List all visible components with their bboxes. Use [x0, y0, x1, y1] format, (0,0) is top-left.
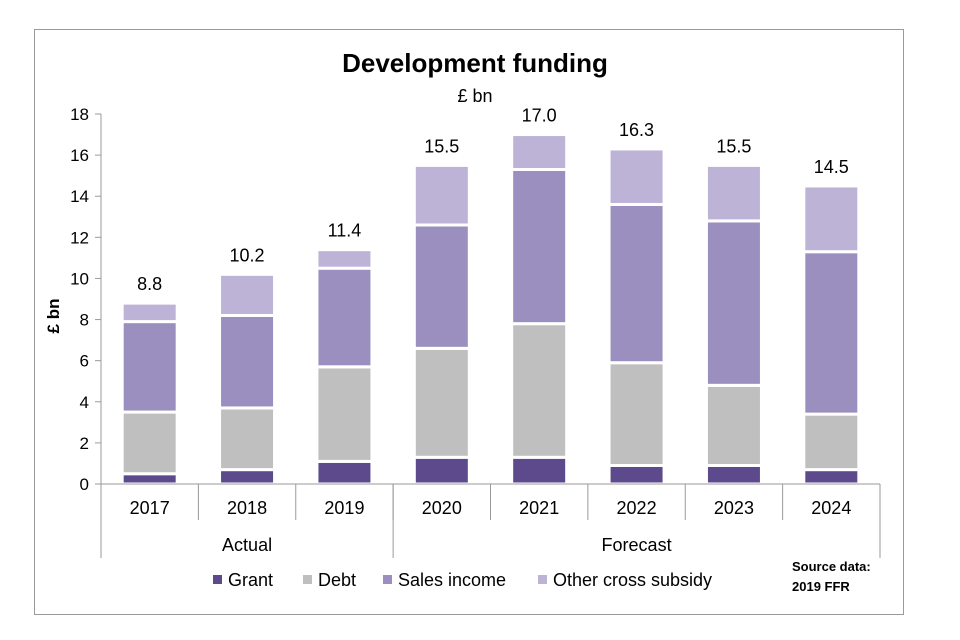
legend-swatch: [383, 575, 392, 584]
y-tick-label: 14: [70, 187, 89, 206]
y-tick-label: 10: [70, 269, 89, 288]
y-tick-label: 0: [80, 475, 89, 494]
bar-segment-grant: [315, 459, 374, 486]
bar-segment-other-cross-subsidy: [120, 301, 179, 324]
bar-segment-grant: [704, 464, 763, 486]
x-tick-label: 2024: [811, 498, 851, 518]
bar-segment-grant: [607, 464, 666, 486]
bar-segment-grant: [510, 455, 569, 486]
bar-segment-sales-income: [412, 223, 471, 350]
y-tick-label: 8: [80, 311, 89, 330]
group-label: Forecast: [602, 535, 672, 555]
y-tick-label: 4: [80, 393, 89, 412]
y-tick-label: 18: [70, 105, 89, 124]
legend-swatch: [538, 575, 547, 584]
source-note-line2: 2019 FFR: [792, 579, 850, 594]
bar-segment-sales-income: [218, 313, 277, 410]
x-tick-label: 2018: [227, 498, 267, 518]
chart-title: Development funding: [342, 48, 608, 78]
bar-segment-other-cross-subsidy: [510, 133, 569, 171]
legend: Grant Debt Sales income Other cross subsidy: [213, 570, 712, 590]
bar-segment-debt: [218, 406, 277, 472]
bar-segment-other-cross-subsidy: [218, 272, 277, 317]
x-tick-label: 2019: [324, 498, 364, 518]
bar-segment-sales-income: [607, 202, 666, 365]
bar-segment-debt: [704, 383, 763, 468]
legend-label: Other cross subsidy: [553, 570, 712, 590]
bar-segment-debt: [315, 365, 374, 463]
group-label: Actual: [222, 535, 272, 555]
bar-total-label: 14.5: [814, 157, 849, 177]
bar-segment-sales-income: [120, 320, 179, 414]
bar-total-label: 16.3: [619, 120, 654, 140]
bar-segment-other-cross-subsidy: [704, 163, 763, 223]
y-axis-label: £ bn: [44, 299, 63, 334]
bars: 8.8 10.2 11.4 15.5 17.0 16.3 15.5 14.5: [120, 106, 861, 486]
bar-segment-grant: [802, 468, 861, 486]
development-funding-chart: Development funding £ bn £ bn 0 2 4 6 8 10 12 1…: [44, 48, 881, 594]
x-axis: 2017 2018 2019 2020 2021 2022 2023 2024 Actual Fo…: [100, 483, 881, 558]
bar-segment-sales-income: [802, 250, 861, 416]
legend-label: Sales income: [398, 570, 506, 590]
x-tick-label: 2022: [617, 498, 657, 518]
bar-segment-grant: [412, 455, 471, 486]
y-tick-label: 6: [80, 352, 89, 371]
y-tick-label: 16: [70, 146, 89, 165]
x-tick-label: 2020: [422, 498, 462, 518]
bar-total-label: 15.5: [424, 136, 459, 156]
bar-segment-other-cross-subsidy: [315, 248, 374, 270]
bar-segment-grant: [218, 468, 277, 486]
bar-segment-debt: [510, 322, 569, 459]
legend-swatch: [213, 575, 222, 584]
bar-segment-debt: [802, 412, 861, 472]
bar-total-label: 17.0: [522, 106, 557, 126]
legend-swatch: [303, 575, 312, 584]
bar-segment-other-cross-subsidy: [802, 184, 861, 254]
x-tick-label: 2017: [130, 498, 170, 518]
bar-total-label: 11.4: [328, 221, 362, 241]
chart-subtitle: £ bn: [457, 86, 492, 106]
bar-segment-sales-income: [315, 266, 374, 369]
y-tick-label: 12: [70, 228, 89, 247]
x-tick-label: 2023: [714, 498, 754, 518]
y-axis: 0 2 4 6 8 10 12 14 16 18: [70, 105, 102, 494]
chart-frame: Development funding £ bn £ bn 0 2 4 6 8 10 12 1…: [34, 29, 904, 615]
bar-segment-other-cross-subsidy: [412, 163, 471, 227]
bar-segment-sales-income: [704, 219, 763, 387]
legend-label: Grant: [228, 570, 273, 590]
bar-segment-grant: [120, 472, 179, 486]
bar-segment-debt: [607, 361, 666, 468]
bar-total-label: 8.8: [137, 274, 162, 294]
x-tick-label: 2021: [519, 498, 559, 518]
y-tick-label: 2: [80, 434, 89, 453]
bar-total-label: 15.5: [716, 136, 751, 156]
bar-total-label: 10.2: [230, 245, 265, 265]
bar-segment-other-cross-subsidy: [607, 147, 666, 206]
source-note-line1: Source data:: [792, 559, 871, 574]
bar-segment-sales-income: [510, 168, 569, 326]
bar-segment-debt: [412, 346, 471, 459]
bar-segment-debt: [120, 410, 179, 476]
legend-label: Debt: [318, 570, 356, 590]
